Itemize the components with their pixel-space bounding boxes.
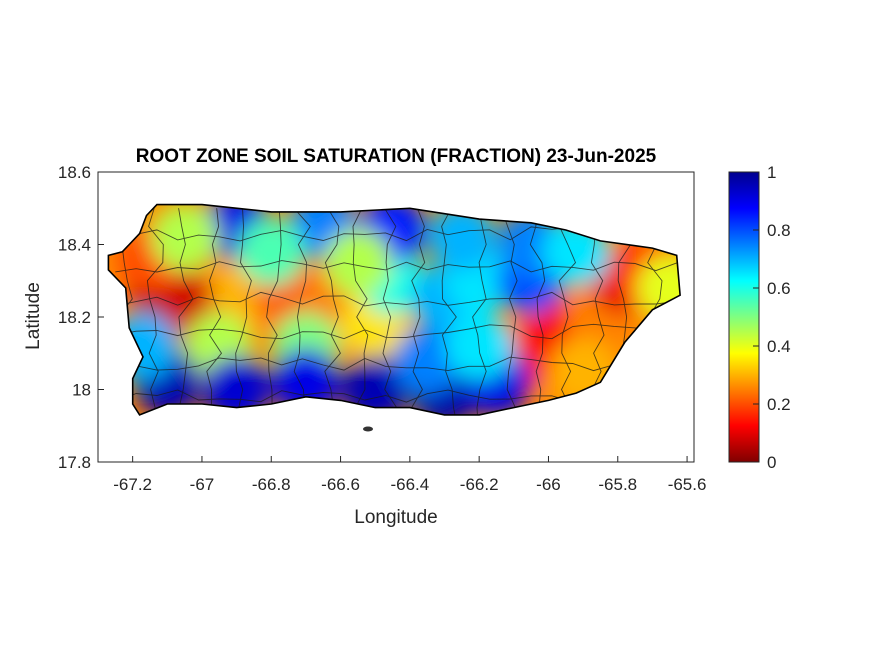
colorbar-tick-label: 0 <box>767 453 776 472</box>
boundary-line <box>206 208 223 415</box>
boundary-line <box>411 208 426 415</box>
boundary-line <box>115 260 677 273</box>
map-area <box>98 172 694 462</box>
boundary-line <box>472 208 487 415</box>
boundary-line <box>558 208 577 415</box>
boundary-line <box>500 208 518 415</box>
y-axis-ticks: 17.8 18 18.2 18.4 18.6 <box>58 163 104 472</box>
boundary-line <box>441 207 458 415</box>
x-tick-label: -66 <box>536 475 561 494</box>
y-tick-label: 18.6 <box>58 163 91 182</box>
x-tick-label: -66.2 <box>460 475 499 494</box>
boundary-line <box>115 291 677 307</box>
y-axis-label: Latitude <box>23 282 44 350</box>
x-tick-label: -66.8 <box>252 475 291 494</box>
saturation-field <box>108 204 681 415</box>
saturation-zone <box>237 217 306 286</box>
x-tick-label: -66.4 <box>390 475 429 494</box>
y-tick-label: 18.2 <box>58 308 91 327</box>
boundary-line <box>115 356 677 372</box>
colorbar-tick-label: 0.4 <box>767 337 791 356</box>
y-tick-label: 18 <box>72 381 91 400</box>
colorbar-tick-label: 0.8 <box>767 221 791 240</box>
boundary-line <box>324 207 341 415</box>
colorbar-ticks: 0 0.2 0.4 0.6 0.8 1 <box>753 163 791 472</box>
boundary-line <box>146 208 164 415</box>
y-tick-label: 17.8 <box>58 453 91 472</box>
caja-de-muertos-island <box>363 426 373 432</box>
boundary-line <box>293 207 311 415</box>
boundary-line <box>235 208 252 415</box>
x-tick-label: -66.6 <box>321 475 360 494</box>
x-axis-ticks: -67.2 -67 -66.8 -66.6 -66.4 -66.2 -66 -65.8 -65.… <box>113 456 706 494</box>
saturation-zone <box>635 254 681 322</box>
colorbar <box>728 171 760 463</box>
x-axis-label: Longitude <box>354 507 437 528</box>
colorbar-tick-label: 0.2 <box>767 395 791 414</box>
saturation-zone <box>150 204 219 272</box>
coastline <box>107 203 681 416</box>
x-tick-label: -67.2 <box>113 475 152 494</box>
boundary-line <box>115 323 677 340</box>
x-tick-label: -67 <box>190 475 215 494</box>
boundary-line <box>352 208 369 415</box>
plot-title: ROOT ZONE SOIL SATURATION (FRACTION) 23-… <box>136 146 657 167</box>
x-tick-label: -65.8 <box>598 475 637 494</box>
saturation-zone <box>393 326 462 395</box>
colorbar-tick-label: 1 <box>767 163 776 182</box>
y-tick-label: 18.4 <box>58 236 91 255</box>
boundary-line <box>178 208 194 415</box>
boundary-line <box>382 207 398 415</box>
colorbar-tick-label: 0.6 <box>767 279 791 298</box>
x-tick-label: -65.6 <box>668 475 707 494</box>
boundary-line <box>529 208 547 415</box>
boundary-line <box>266 208 282 415</box>
saturation-zone <box>323 228 392 297</box>
